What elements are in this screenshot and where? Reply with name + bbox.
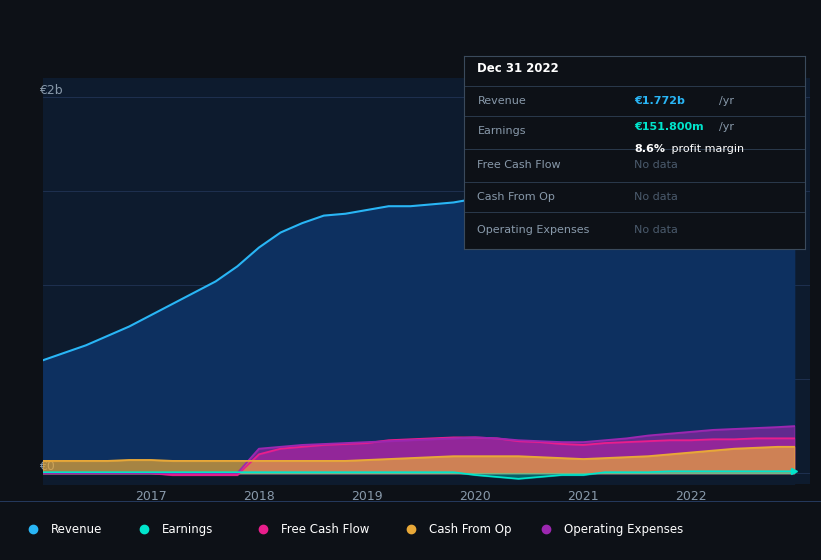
Text: €0: €0	[39, 460, 55, 473]
Text: Earnings: Earnings	[478, 127, 526, 136]
Text: Free Cash Flow: Free Cash Flow	[281, 522, 369, 535]
Text: €151.800m: €151.800m	[635, 123, 704, 133]
Text: €2b: €2b	[39, 84, 62, 97]
Text: /yr: /yr	[719, 96, 735, 106]
Text: Operating Expenses: Operating Expenses	[478, 225, 589, 235]
Text: Revenue: Revenue	[51, 522, 103, 535]
Text: /yr: /yr	[719, 123, 735, 133]
Text: Dec 31 2022: Dec 31 2022	[478, 62, 559, 75]
Text: No data: No data	[635, 225, 678, 235]
Text: Cash From Op: Cash From Op	[478, 192, 555, 202]
Text: Free Cash Flow: Free Cash Flow	[478, 160, 561, 170]
Text: Cash From Op: Cash From Op	[429, 522, 511, 535]
Text: No data: No data	[635, 192, 678, 202]
Text: Earnings: Earnings	[162, 522, 213, 535]
Text: Revenue: Revenue	[478, 96, 526, 106]
Text: €1.772b: €1.772b	[635, 96, 685, 106]
Text: Operating Expenses: Operating Expenses	[564, 522, 683, 535]
Text: No data: No data	[635, 160, 678, 170]
Text: profit margin: profit margin	[668, 144, 745, 154]
Text: 8.6%: 8.6%	[635, 144, 665, 154]
